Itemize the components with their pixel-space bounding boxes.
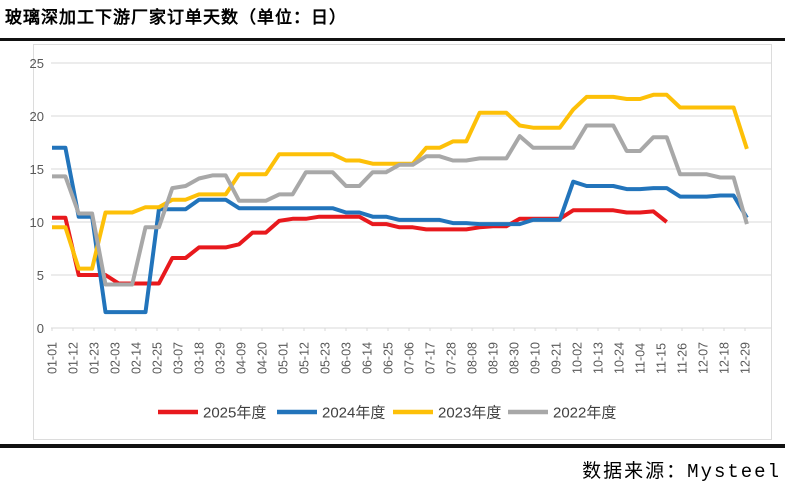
x-axis-tick-label: 02-03: [109, 342, 123, 374]
x-axis-tick-label: 02-14: [130, 342, 144, 374]
x-axis-tick-label: 04-20: [256, 342, 270, 374]
y-axis-tick-label: 5: [37, 268, 44, 283]
x-axis-tick-label: 10-02: [571, 342, 585, 374]
x-axis-tick-label: 12-29: [739, 342, 753, 374]
data-source-note: 数据来源：Mysteel: [582, 461, 781, 483]
chart-title: 玻璃深加工下游厂家订单天数（单位：日）: [5, 8, 347, 27]
x-axis-tick-label: 11-04: [634, 343, 648, 374]
x-axis-tick-label: 09-10: [529, 342, 543, 374]
x-axis-tick-label: 06-25: [382, 342, 396, 374]
x-axis-tick-label: 06-03: [340, 342, 354, 374]
series-line-2024: [52, 145, 749, 315]
x-axis-tick-label: 07-28: [445, 342, 459, 374]
x-axis-tick-label: 01-12: [67, 342, 81, 374]
x-axis-tick-label: 10-13: [592, 342, 606, 374]
x-axis-tick-label: 09-21: [550, 342, 564, 374]
x-axis-tick-label: 05-23: [319, 342, 333, 374]
x-axis-tick-label: 12-18: [718, 342, 732, 374]
x-axis-tick-label: 05-12: [298, 342, 312, 374]
x-axis-tick-label: 08-19: [487, 342, 501, 374]
x-axis-tick-label: 08-30: [508, 342, 522, 374]
y-axis-tick-label: 20: [30, 109, 44, 124]
y-axis-tick-label: 15: [30, 162, 44, 177]
y-axis-tick-label: 25: [30, 56, 44, 71]
x-axis-tick-label: 12-07: [697, 342, 711, 374]
series-line-2022: [52, 123, 749, 287]
x-axis-tick-label: 01-01: [46, 342, 60, 374]
title-divider: [0, 38, 785, 41]
x-axis-tick-label: 03-29: [214, 342, 228, 374]
x-axis-tick-label: 02-25: [151, 342, 165, 374]
x-axis-tick-label: 05-01: [277, 342, 291, 374]
x-axis-tick-label: 08-08: [466, 342, 480, 374]
y-axis-tick-label: 0: [37, 321, 44, 336]
x-axis-tick-label: 06-14: [361, 342, 375, 374]
y-axis-tick-label: 10: [30, 215, 44, 230]
legend-label: 2022年度: [553, 405, 616, 422]
series-line-2025: [52, 208, 668, 286]
footer-divider: [0, 444, 785, 448]
x-axis-tick-label: 03-18: [193, 342, 207, 374]
x-axis-tick-label: 11-26: [676, 343, 690, 374]
x-axis-tick-label: 07-17: [424, 342, 438, 374]
legend-label: 2024年度: [322, 405, 385, 422]
x-axis-tick-label: 03-07: [172, 342, 186, 374]
x-axis-tick-label: 01-23: [88, 342, 102, 374]
x-axis-tick-label: 10-24: [613, 342, 627, 374]
x-axis-tick-label: 04-09: [235, 342, 249, 374]
x-axis-tick-label: 07-06: [403, 342, 417, 374]
x-axis-tick-label: 11-15: [655, 343, 669, 374]
legend-label: 2023年度: [438, 405, 501, 422]
legend-label: 2025年度: [203, 405, 266, 422]
